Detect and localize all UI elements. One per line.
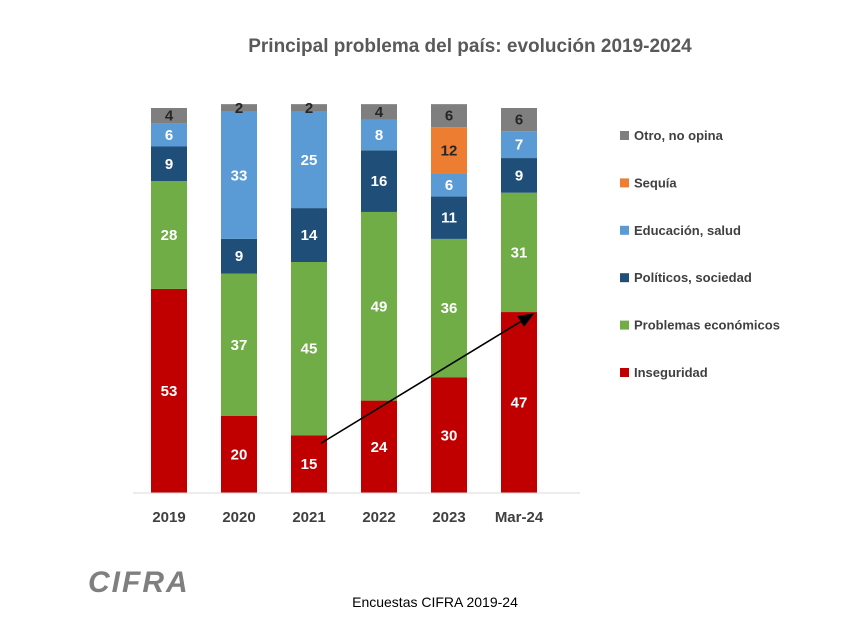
legend-swatch-politicos-sociedad <box>620 273 629 283</box>
data-label: 31 <box>511 244 528 261</box>
x-tick-label: 2020 <box>222 509 255 526</box>
bar-segment-inseguridad-2021 <box>291 435 327 493</box>
data-label: 53 <box>161 383 178 400</box>
bar-segment-otro-no-opina-mar-24 <box>501 108 537 132</box>
data-label: 6 <box>515 112 523 129</box>
data-label: 8 <box>375 127 383 144</box>
bar-segment-inseguridad-2023 <box>431 377 467 493</box>
legend-label-inseguridad: Inseguridad <box>634 365 708 380</box>
data-label: 12 <box>441 142 458 159</box>
data-label: 6 <box>445 108 453 125</box>
legend-label-problemas-economicos: Problemas económicos <box>634 318 780 333</box>
legend-swatch-otro-no-opina <box>620 131 629 140</box>
data-label: 25 <box>301 152 318 169</box>
legend-swatch-sequia <box>620 178 629 188</box>
data-label: 2 <box>305 100 313 117</box>
data-label: 11 <box>441 210 457 227</box>
data-label: 7 <box>515 137 523 154</box>
data-label: 9 <box>235 248 243 265</box>
data-label: 9 <box>515 167 523 184</box>
data-label: 4 <box>165 108 174 125</box>
bar-segment-politicos-sociedad-2021 <box>291 208 327 262</box>
x-tick-label: 2022 <box>362 509 395 526</box>
data-label: 33 <box>231 167 248 184</box>
legend: Otro, no opina Sequía Educación, salud Polí… <box>620 128 780 380</box>
bar-segment-politicos-sociedad-2022 <box>361 150 397 212</box>
bar-segment-problemas-economicos-2021 <box>291 262 327 436</box>
bar-segment-otro-no-opina-2021 <box>291 104 327 112</box>
bars-layer: 53 28 9 6 4 20 37 9 33 2 15 45 14 25 2 24 49 16 8 4 30 36 11 6 1… <box>151 100 537 493</box>
bar-segment-inseguridad-2019 <box>151 288 187 493</box>
cifra-logo: CIFRA <box>88 566 190 599</box>
bar-segment-politicos-sociedad-mar-24 <box>501 158 537 193</box>
x-tick-label: 2023 <box>432 509 465 526</box>
bar-segment-educacion-salud-2020 <box>221 111 257 239</box>
x-tick-label: 2021 <box>292 509 325 526</box>
data-label: 6 <box>445 177 453 194</box>
data-label: 15 <box>301 456 318 473</box>
data-label: 4 <box>375 104 384 121</box>
bar-segment-problemas-economicos-mar-24 <box>501 192 537 313</box>
bar-segment-problemas-economicos-2023 <box>431 238 467 378</box>
legend-label-educacion-salud: Educación, salud <box>634 223 741 238</box>
bar-segment-educacion-salud-2019 <box>151 123 187 147</box>
data-label: 47 <box>511 395 528 412</box>
bar-segment-sequia-2023 <box>431 127 467 174</box>
bar-segment-educacion-salud-2022 <box>361 119 397 151</box>
chart-title: Principal problema del país: evolución 2… <box>248 36 692 57</box>
x-tick-label: 2019 <box>152 509 185 526</box>
bar-segment-problemas-economicos-2020 <box>221 273 257 416</box>
data-label: 9 <box>165 156 173 173</box>
x-tick-labels: 2019 2020 2021 2022 2023 Mar-24 <box>152 509 544 526</box>
data-label: 16 <box>371 173 388 190</box>
bar-segment-educacion-salud-mar-24 <box>501 131 537 159</box>
legend-swatch-problemas-economicos <box>620 320 629 330</box>
bar-segment-politicos-sociedad-2023 <box>431 196 467 239</box>
bar-segment-educacion-salud-2023 <box>431 173 467 197</box>
legend-label-politicos-sociedad: Políticos, sociedad <box>634 270 752 285</box>
bar-segment-problemas-economicos-2022 <box>361 211 397 401</box>
data-label: 36 <box>441 300 458 317</box>
data-label: 49 <box>371 298 388 315</box>
bar-segment-politicos-sociedad-2020 <box>221 238 257 274</box>
bar-segment-politicos-sociedad-2019 <box>151 146 187 182</box>
bar-segment-problemas-economicos-2019 <box>151 181 187 289</box>
bar-segment-otro-no-opina-2023 <box>431 104 467 128</box>
legend-swatch-inseguridad <box>620 368 629 377</box>
bar-segment-inseguridad-2020 <box>221 416 257 493</box>
x-tick-label: Mar-24 <box>495 509 544 526</box>
bar-segment-otro-no-opina-2019 <box>151 108 187 124</box>
data-label: 30 <box>441 427 458 444</box>
bar-segment-otro-no-opina-2020 <box>221 104 257 112</box>
data-label: 28 <box>161 227 178 244</box>
trend-arrow <box>320 313 535 444</box>
data-label: 20 <box>231 447 248 464</box>
footer-source: Encuestas CIFRA 2019-24 <box>352 594 518 610</box>
data-label: 37 <box>231 337 248 354</box>
legend-label-sequia: Sequía <box>634 175 677 190</box>
legend-swatch-educacion-salud <box>620 225 629 235</box>
data-label: 6 <box>165 127 173 144</box>
data-label: 45 <box>301 341 318 358</box>
bar-segment-educacion-salud-2021 <box>291 111 327 209</box>
legend-label-otro-no-opina: Otro, no opina <box>634 128 724 143</box>
data-label: 14 <box>301 227 318 244</box>
bar-segment-inseguridad-mar-24 <box>501 312 537 493</box>
data-label: 24 <box>371 439 388 456</box>
bar-segment-otro-no-opina-2022 <box>361 104 397 120</box>
data-label: 2 <box>235 100 243 117</box>
